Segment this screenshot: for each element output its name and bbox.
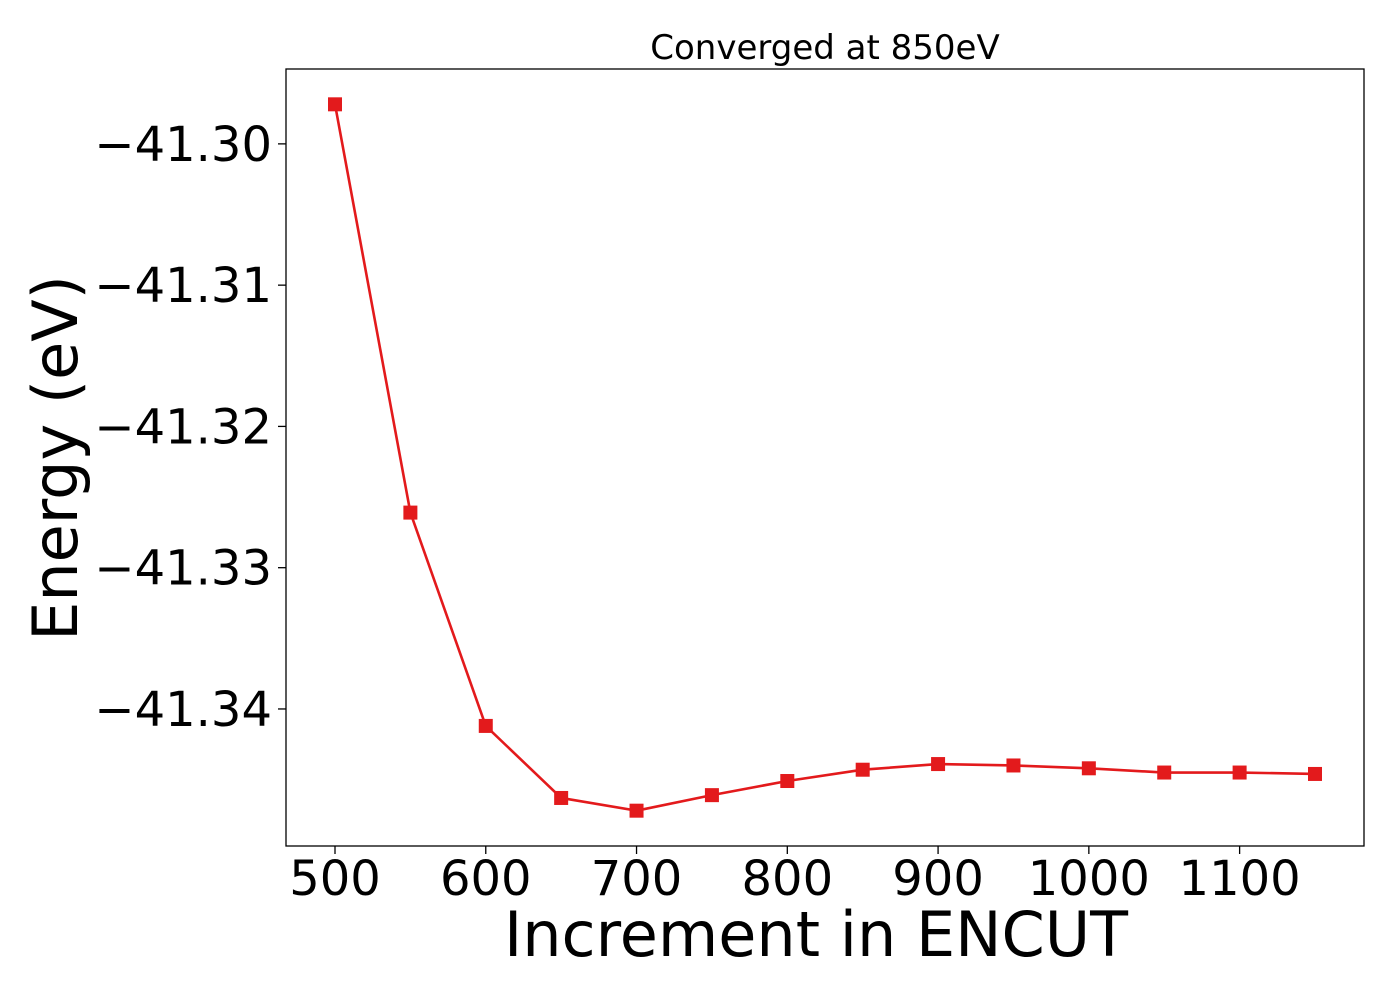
data-point-marker [1157,765,1172,780]
y-tick-label: −41.32 [94,399,272,455]
data-point-marker [554,790,569,805]
data-point-marker [629,803,644,818]
chart-title: Converged at 850eV [650,28,999,68]
data-point-marker [931,757,946,772]
data-point-marker [403,505,418,520]
y-tick-label: −41.34 [94,682,272,738]
data-point-marker [1308,766,1322,781]
data-point-marker [1006,758,1021,773]
x-tick-label: 700 [591,851,683,907]
x-axis-ticks: 500 600 700 800 900 1000 1100 [289,846,1301,907]
x-axis-label: Increment in ENCUT [504,898,1129,971]
data-point-marker [478,718,493,733]
plot-area-frame [285,68,1365,847]
x-tick-label: 1100 [1179,851,1301,907]
x-tick-label: 600 [440,851,532,907]
y-axis-ticks: −41.30 −41.31 −41.32 −41.33 −41.34 [94,117,286,738]
x-tick-label: 900 [892,851,984,907]
data-point-marker [1081,761,1096,776]
data-point-marker [704,788,719,803]
data-point-marker [1232,765,1247,780]
data-point-marker [780,774,795,789]
data-point-marker [855,762,870,777]
y-tick-label: −41.33 [94,541,272,597]
x-tick-label: 800 [741,851,833,907]
series-line [333,104,1316,812]
y-tick-label: −41.30 [94,117,272,173]
y-axis-label: Energy (eV) [19,275,92,641]
data-point-marker [328,97,342,112]
y-tick-label: −41.31 [94,258,272,314]
x-tick-label: 1000 [1028,851,1150,907]
x-tick-label: 500 [289,851,381,907]
series-layer [328,97,1322,818]
